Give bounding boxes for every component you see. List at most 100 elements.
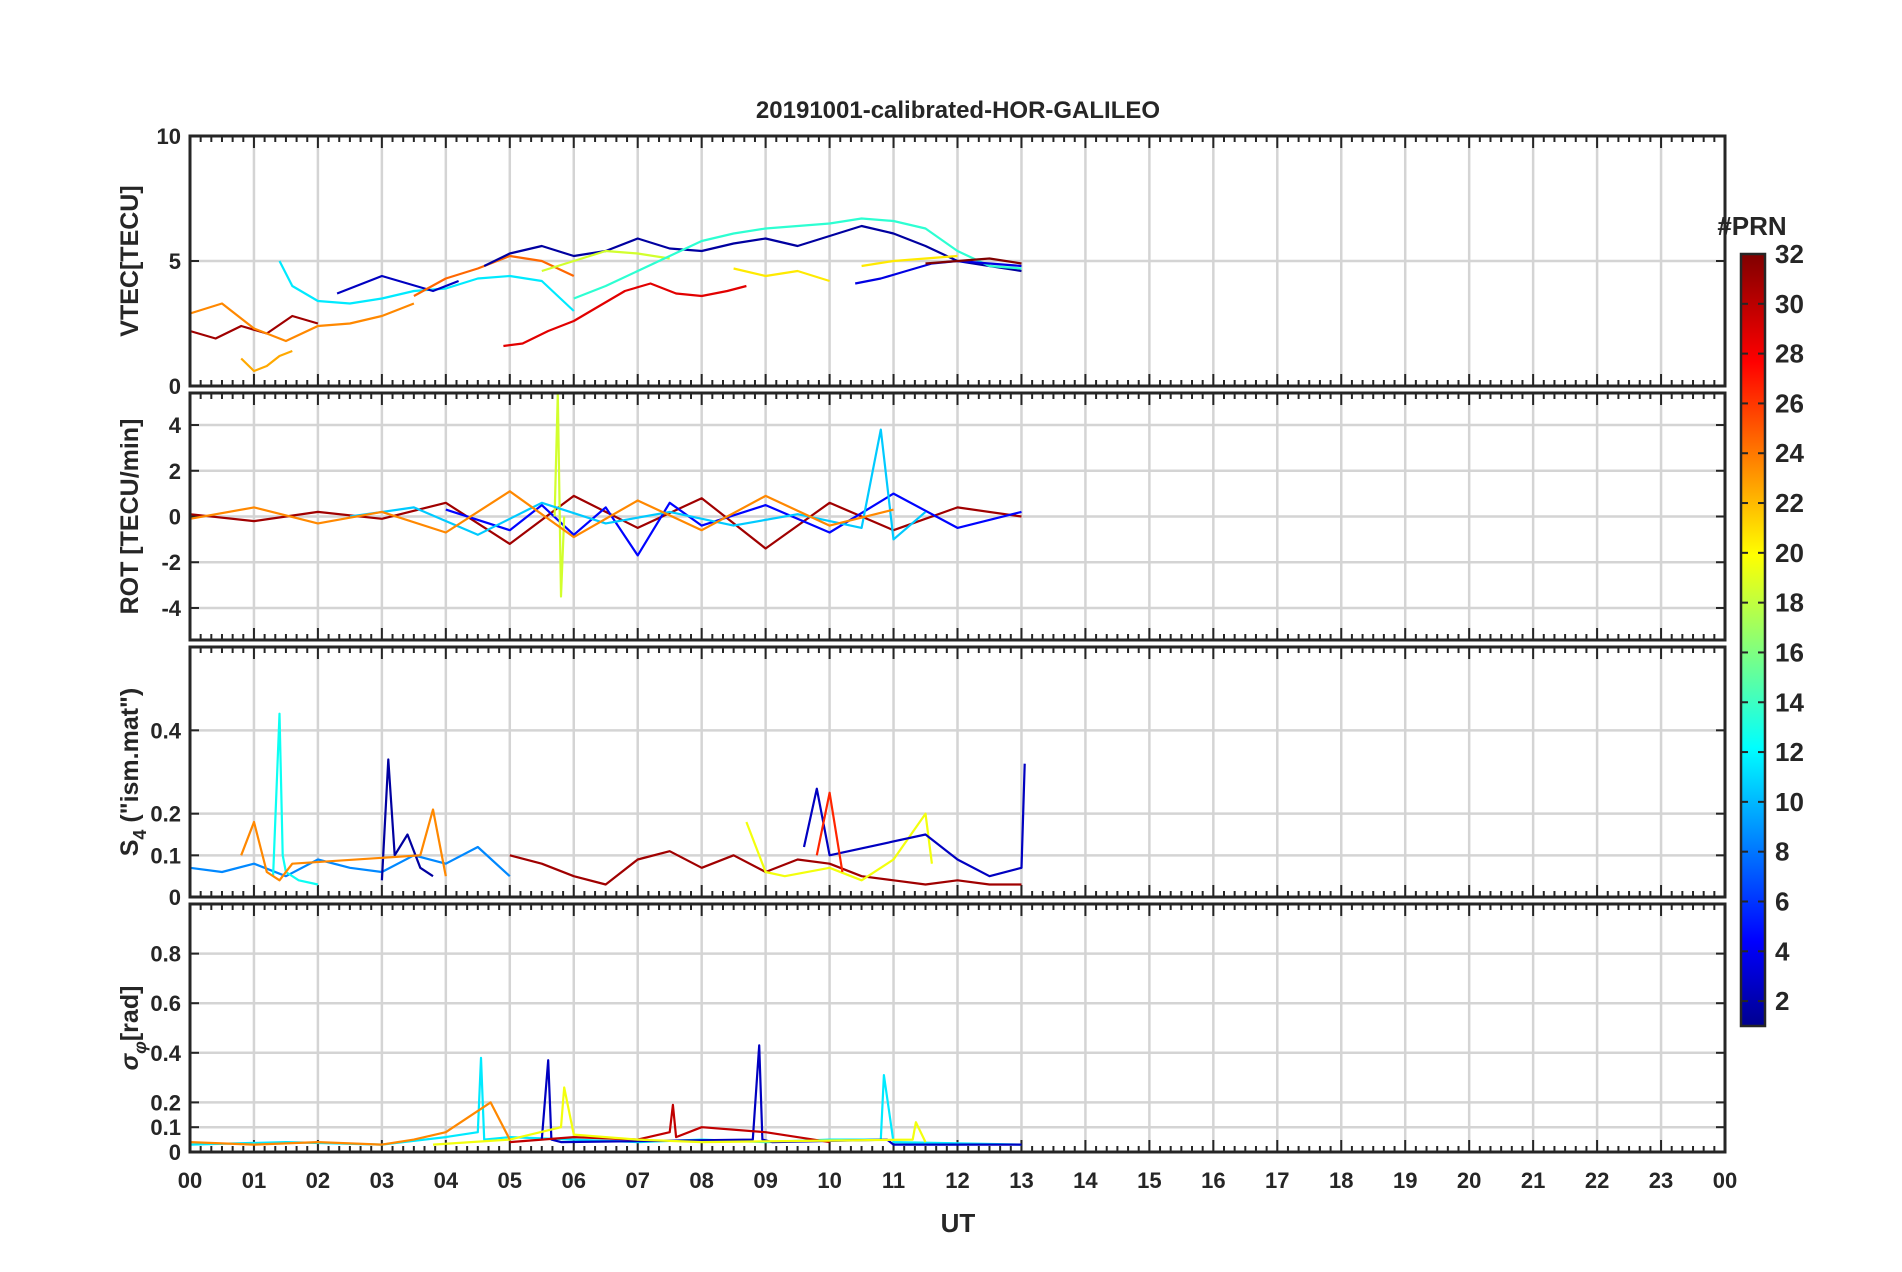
- series-line-prn-32: [925, 257, 1022, 265]
- y-axis-label: S4 ("ism.mat"): [116, 688, 150, 857]
- colorbar-tick-label: 2: [1775, 986, 1789, 1016]
- x-tick-label: 20: [1457, 1168, 1481, 1193]
- x-tick-label: 06: [562, 1168, 586, 1193]
- y-tick-label: 4: [169, 413, 182, 438]
- x-tick-label: 03: [370, 1168, 394, 1193]
- x-tick-label: 23: [1649, 1168, 1673, 1193]
- series-line-prn-24: [189, 302, 415, 343]
- x-tick-label: 15: [1137, 1168, 1161, 1193]
- panel-vtec: 0 5 10 VTEC[TECU]: [116, 124, 1727, 399]
- x-tick-label: 12: [945, 1168, 969, 1193]
- y-tick-label: -2: [161, 550, 181, 575]
- x-tick-label: 19: [1393, 1168, 1417, 1193]
- series-line-prn-21: [733, 267, 830, 283]
- x-tick-label: 18: [1329, 1168, 1353, 1193]
- x-axis-label: UT: [941, 1208, 976, 1238]
- series-group: [189, 217, 1022, 373]
- series-line-prn-29: [503, 282, 747, 348]
- x-tick-label: 00: [178, 1168, 202, 1193]
- y-tick-label: 0.6: [150, 991, 181, 1016]
- series-line-prn-19: [553, 391, 566, 598]
- colorbar-tick-label: 24: [1775, 438, 1804, 468]
- series-line-prn-11: [349, 428, 927, 541]
- x-tick-label: 11: [882, 1168, 905, 1193]
- colorbar-tick-label: 32: [1775, 239, 1804, 269]
- colorbar-tick-label: 6: [1775, 886, 1789, 916]
- series-line-prn-12: [278, 260, 575, 312]
- series-line-prn-5: [445, 492, 1022, 557]
- panel-frame: [188, 902, 1727, 1154]
- y-label-sub: φ: [130, 1041, 150, 1054]
- series-line-prn-3: [336, 274, 460, 295]
- colorbar-tick-label: 26: [1775, 388, 1804, 418]
- y-axis-label: σφ[rad]: [116, 986, 150, 1071]
- x-axis: 00 01 02 03 04 05 06 07 08 09 10 11 12 13 14 15 16 17 18 19…: [178, 1168, 1737, 1193]
- y-tick-label: 0.8: [150, 942, 181, 967]
- series-line-prn-24: [189, 1101, 511, 1146]
- x-tick-label: 01: [242, 1168, 266, 1193]
- x-tick-label: 08: [689, 1168, 713, 1193]
- series-line-prn-12: [189, 1056, 1022, 1146]
- series-line-prn-13: [272, 712, 319, 886]
- x-tick-label: 02: [306, 1168, 330, 1193]
- panel-frame: [188, 645, 1727, 899]
- x-tick-label: 09: [753, 1168, 777, 1193]
- colorbar-tick-label: 4: [1775, 936, 1790, 966]
- y-tick-label: 0.1: [150, 1115, 181, 1140]
- colorbar-gradient: [1739, 252, 1767, 1028]
- series-line-prn-20: [745, 812, 933, 882]
- y-tick-label: 0.1: [150, 843, 181, 868]
- x-tick-label: 16: [1201, 1168, 1225, 1193]
- y-tick-label: 0: [169, 374, 181, 399]
- panel-frame: [188, 134, 1727, 388]
- y-tick-label: 5: [169, 249, 181, 274]
- series-line-prn-21: [861, 254, 958, 268]
- x-tick-label: 14: [1073, 1168, 1098, 1193]
- y-tick-label: -4: [161, 596, 181, 621]
- y-label-main: S: [116, 840, 144, 857]
- series-line-prn-23: [240, 349, 293, 373]
- y-label-rest: ("ism.mat"): [116, 688, 144, 830]
- y-tick-label: 0: [169, 1140, 181, 1165]
- colorbar-tick-label: 22: [1775, 488, 1804, 518]
- colorbar-tick-label: 20: [1775, 538, 1804, 568]
- panel-s4: 00.10.20.4S4 ("ism.mat"): [116, 645, 1727, 910]
- panel-rot: -4 -2 0 2 4 ROT [TECU/min]: [116, 391, 1727, 642]
- y-tick-label: 0.2: [150, 802, 181, 827]
- x-tick-label: 00: [1713, 1168, 1737, 1193]
- series-line-prn-31: [189, 314, 319, 340]
- y-axis-label: ROT [TECU/min]: [116, 419, 144, 615]
- colorbar-label: #PRN: [1717, 211, 1786, 241]
- x-tick-label: 10: [817, 1168, 841, 1193]
- series-line-prn-27: [815, 791, 844, 873]
- x-tick-label: 22: [1585, 1168, 1609, 1193]
- series-line-prn-2: [380, 758, 434, 881]
- series-group: [189, 391, 1022, 598]
- x-tick-label: 21: [1521, 1168, 1545, 1193]
- series-line-prn-24: [189, 490, 894, 539]
- y-tick-label: 0: [169, 885, 181, 910]
- colorbar-tick-label: 8: [1775, 837, 1789, 867]
- y-label-rest: [rad]: [116, 986, 144, 1042]
- series-line-prn-2: [483, 224, 1022, 273]
- x-tick-label: 04: [434, 1168, 459, 1193]
- colorbar-tick-label: 30: [1775, 289, 1804, 319]
- y-tick-label: 0.4: [150, 718, 181, 743]
- series-line-prn-31: [189, 494, 1022, 550]
- series-line-prn-20: [432, 1086, 927, 1146]
- x-tick-label: 13: [1009, 1168, 1033, 1193]
- series-line-prn-19: [541, 249, 670, 273]
- y-label-sub: 4: [130, 830, 150, 840]
- series-group: [189, 1044, 1022, 1146]
- x-tick-label: 17: [1265, 1168, 1289, 1193]
- x-tick-label: 07: [625, 1168, 649, 1193]
- series-line-prn-14: [573, 217, 1022, 300]
- colorbar-tick-label: 16: [1775, 637, 1804, 667]
- y-tick-label: 10: [157, 124, 181, 149]
- y-label-main: σ: [116, 1052, 144, 1070]
- y-tick-label: 0: [169, 505, 181, 530]
